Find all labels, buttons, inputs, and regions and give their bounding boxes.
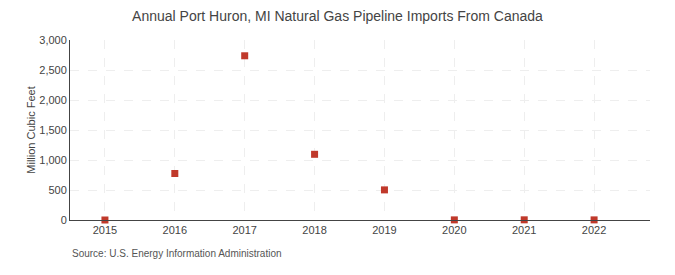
svg-text:2,500: 2,500 <box>39 64 67 76</box>
svg-text:500: 500 <box>48 184 66 196</box>
svg-text:1,000: 1,000 <box>39 154 67 166</box>
svg-text:3,000: 3,000 <box>39 34 67 46</box>
svg-text:Million Cubic Feet: Million Cubic Feet <box>25 86 37 173</box>
svg-text:Annual Port Huron, MI Natural: Annual Port Huron, MI Natural Gas Pipeli… <box>132 8 543 24</box>
svg-text:2021: 2021 <box>512 224 536 236</box>
svg-text:2017: 2017 <box>232 224 256 236</box>
svg-text:2022: 2022 <box>582 224 606 236</box>
svg-text:0: 0 <box>61 214 67 226</box>
svg-text:2020: 2020 <box>442 224 466 236</box>
svg-text:2,000: 2,000 <box>39 94 67 106</box>
svg-text:2019: 2019 <box>372 224 396 236</box>
svg-text:1,500: 1,500 <box>39 124 67 136</box>
svg-text:2015: 2015 <box>93 224 117 236</box>
svg-text:2018: 2018 <box>302 224 326 236</box>
svg-text:2016: 2016 <box>163 224 187 236</box>
svg-text:Source: U.S. Energy Informatio: Source: U.S. Energy Information Administ… <box>72 248 282 259</box>
